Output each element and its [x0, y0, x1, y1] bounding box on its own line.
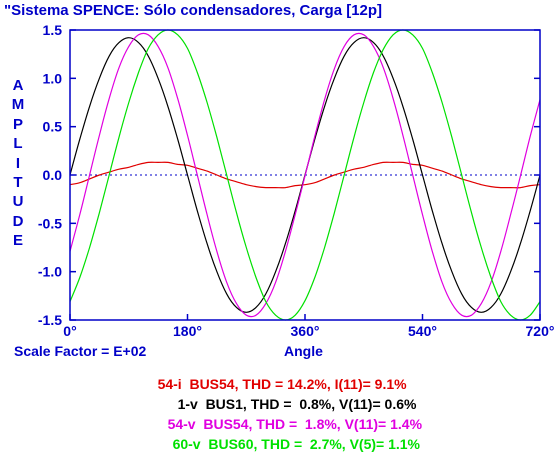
legend-series-stats: , THD = 2.7%, V(5)= 1.1%: [253, 436, 421, 452]
x-tick-label: 540°: [408, 323, 437, 339]
legend-series-stats: , THD = 1.8%, V(11)= 1.4%: [248, 416, 423, 432]
legend-series-name: 54-i BUS54: [157, 376, 235, 392]
y-axis-label-letter: D: [12, 212, 24, 230]
y-axis-label-letter: L: [13, 135, 23, 153]
x-tick-label: 180°: [173, 323, 202, 339]
x-axis-label: Angle: [284, 343, 323, 359]
y-axis-label-letter: U: [12, 193, 24, 211]
legend-entry: 54-i BUS54, THD = 14.2%, I(11)= 9.1%: [142, 360, 407, 392]
y-axis-label-letter: A: [12, 77, 24, 94]
x-tick-label: 0°: [63, 323, 76, 339]
y-tick-label: 1.5: [43, 22, 63, 38]
legend-series-stats: , THD = 14.2%, I(11)= 9.1%: [234, 376, 407, 392]
legend-series-name: 60-v BUS60: [172, 436, 254, 452]
y-tick-label: -1.0: [38, 264, 62, 280]
y-axis-label-letter: T: [13, 174, 23, 192]
legend-entry: 60-v BUS60, THD = 2.7%, V(5)= 1.1%: [157, 420, 420, 452]
legend-series-name: 54-v BUS54: [167, 416, 249, 432]
y-tick-label: 0.5: [43, 119, 63, 135]
series-line-0: [69, 161, 541, 189]
y-tick-label: 0.0: [43, 167, 63, 183]
x-tick-label: 720°: [526, 323, 555, 339]
y-tick-label: -1.5: [38, 312, 62, 328]
y-axis-label-letter: I: [15, 154, 21, 172]
legend-entry: 54-v BUS54, THD = 1.8%, V(11)= 1.4%: [152, 400, 422, 432]
legend-series-name: 1-v BUS1: [177, 396, 243, 412]
x-tick-label: 360°: [291, 323, 320, 339]
series-line-2: [69, 32, 541, 318]
y-axis-label-letter: P: [12, 115, 23, 133]
y-axis-label-letter: M: [11, 96, 25, 114]
y-tick-label: 1.0: [43, 70, 63, 86]
plot-area: 1.5 1.0 0.5 0.0 -0.5 -1.0 -1.50° 180° 360° 540° 72…: [38, 22, 555, 339]
series-line-3: [69, 29, 541, 321]
chart-title: "Sistema SPENCE: Sólo condensadores, Car…: [4, 2, 383, 19]
legend-series-stats: , THD = 0.8%, V(11)= 0.6%: [242, 396, 417, 412]
legend-entry: 1-v BUS1, THD = 0.8%, V(11)= 0.6%: [162, 380, 417, 412]
scale-factor: Scale Factor = E+02: [14, 343, 147, 359]
y-tick-label: -0.5: [38, 215, 62, 231]
y-axis-label-letter: E: [12, 232, 23, 250]
